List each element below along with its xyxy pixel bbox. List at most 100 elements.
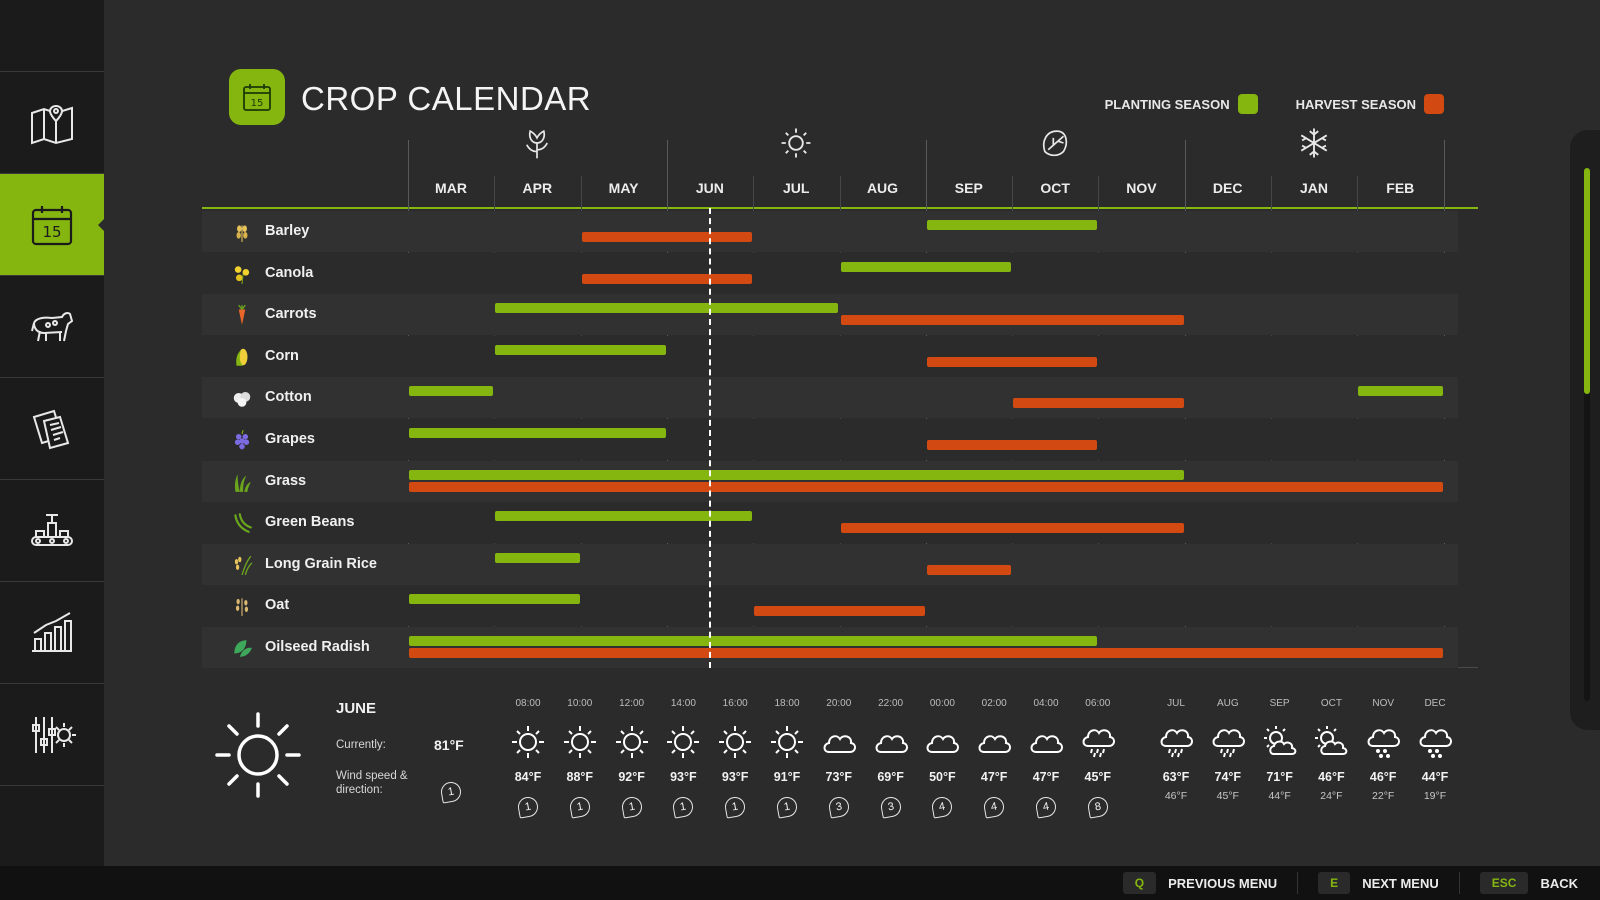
forecast-time: 10:00 [567,698,593,709]
carrot-icon [238,304,246,326]
crop-name: Grass [265,472,307,489]
hourly-forecast: 00:00 50°F 4 [916,698,968,819]
month-label: JUN [695,180,724,196]
wind-label-line1: Wind speed & [336,770,408,782]
currently-label: Currently: [336,739,386,751]
sidebar-item-livestock[interactable] [0,276,104,378]
crop-row[interactable] [202,335,1458,377]
crop-name: Corn [265,347,299,364]
forecast-temperature: 92°F [618,770,645,784]
hourly-forecast: 02:00 47°F 4 [968,698,1020,819]
crop-row[interactable] [202,543,1458,585]
forecast-time: 22:00 [878,698,904,709]
scrollbar-thumb[interactable] [1584,168,1590,394]
planting-bar [409,428,666,438]
forecast-temperature: 73°F [825,770,853,784]
forecast-month: OCT [1320,698,1342,709]
forecast-high-temperature: 71°F [1266,770,1293,784]
back-label: BACK [1540,875,1578,891]
monthly-forecast: NOV 46°F 22°F [1357,698,1409,802]
sun-weather-icon [615,726,648,758]
next-menu-key: E [1318,872,1351,894]
sun-weather-icon [667,726,700,758]
forecast-wind: 4 [968,795,1020,819]
harvest-bar [409,481,1443,492]
crop-row[interactable] [202,211,1458,252]
barley-icon [230,220,254,244]
cloud-weather-icon [875,735,908,753]
forecast-high-temperature: 44°F [1421,770,1449,784]
sun-weather-icon [512,726,544,758]
summer-sun-icon [781,128,811,158]
wind-direction-icon: 3 [827,795,851,819]
month-label: FEB [1386,180,1415,196]
monthly-forecast: DEC 44°F 19°F [1409,698,1461,802]
forecast-high-temperature: 46°F [1318,770,1345,784]
crop-row[interactable] [202,627,1458,668]
footer-divider [1297,872,1299,894]
autumn-leaf-icon [1043,130,1068,157]
planting-bar [1358,386,1443,397]
sidebar-top [0,0,104,72]
current-temperature: 81°F [434,737,464,753]
hourly-forecast: 04:00 47°F 4 [1020,698,1072,819]
livestock-icon [31,311,74,341]
sidebar-item-contracts[interactable] [0,378,104,480]
harvest-bar [926,440,1098,450]
crop-row[interactable] [202,377,1458,419]
rain-weather-icon [1072,722,1124,764]
hourly-forecast: 10:00 88°F 1 [554,698,606,819]
planting-bar [409,386,494,397]
crop-row[interactable] [202,419,1458,460]
harvest-bar [840,523,1184,534]
crop-row[interactable] [202,585,1458,627]
grass-icon [234,473,251,492]
footer-divider [1458,872,1460,894]
rain-weather-icon [1202,722,1254,764]
spring-flower-icon [526,129,549,159]
cotton-icon [230,386,254,410]
previous-menu-button[interactable]: Q PREVIOUS MENU [1113,870,1287,896]
previous-menu-key: Q [1122,872,1157,894]
sidebar-item-statistics[interactable] [0,582,104,684]
forecast-wind: 8 [1072,795,1124,819]
cloud-weather-icon [823,735,856,753]
wind-direction-icon: 1 [671,795,695,819]
calendar-icon: 15 [31,205,73,245]
harvest-bar [840,315,1184,326]
winter-snowflake-icon [1297,126,1331,160]
crop-row[interactable] [202,502,1458,544]
back-button[interactable]: ESC BACK [1470,870,1588,896]
snow-weather-icon [1409,722,1461,764]
scrollbar-track[interactable] [1584,168,1590,701]
svg-text:15: 15 [251,98,264,109]
carrot-icon [230,303,254,327]
planting-bar [495,344,666,355]
sidebar-item-calendar[interactable]: 15 [0,174,104,276]
spring-flower-icon [520,126,554,160]
winter-snowflake-icon [1300,128,1328,158]
forecast-time: 08:00 [515,698,541,709]
oat-icon [230,594,254,618]
crop-row[interactable] [202,252,1458,294]
crop-row[interactable] [202,460,1458,502]
map-icon [31,104,73,144]
forecast-month: SEP [1269,698,1290,709]
current-date-line [709,208,712,668]
planting-bar [495,511,753,522]
sun-weather-icon [719,726,752,758]
wind-direction-icon: 4 [982,795,1006,819]
wind-direction-icon: 1 [723,795,747,819]
monthly-forecast: SEP 71°F 44°F [1254,698,1306,802]
legend-harvest-swatch [1424,94,1444,114]
partly-weather-icon [1315,726,1348,755]
current-wind: 1 [439,780,463,804]
forecast-month: JUL [1167,698,1185,709]
crop-row[interactable] [202,294,1458,336]
forecast-temperature: 84°F [514,770,542,784]
sidebar-item-settings[interactable] [0,684,104,786]
next-menu-button[interactable]: E NEXT MENU [1308,870,1449,896]
sidebar-item-production[interactable] [0,480,104,582]
crop-name: Green Beans [265,514,355,531]
page-title: CROP CALENDAR [301,80,592,117]
